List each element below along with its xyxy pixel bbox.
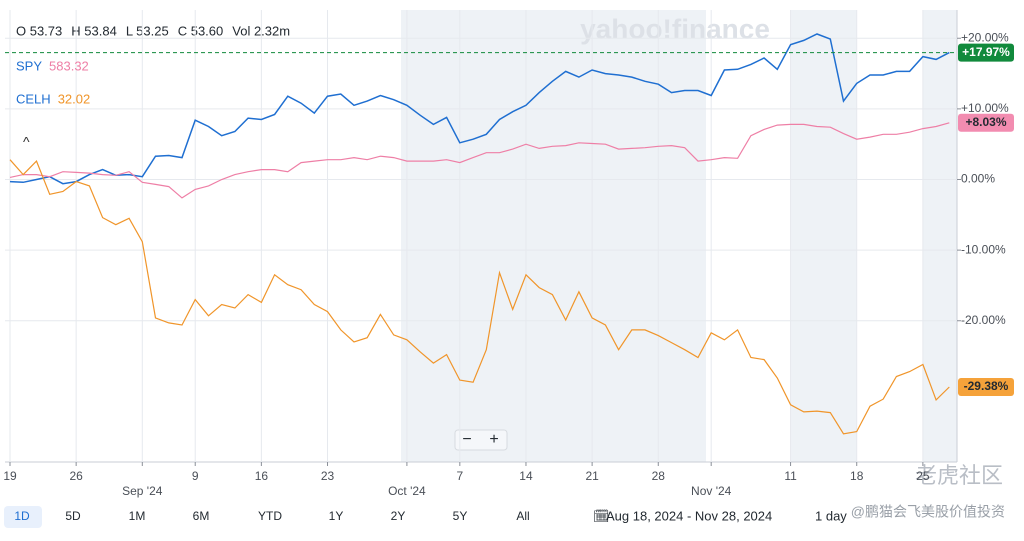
end-label: +8.03% bbox=[965, 115, 1006, 129]
shaded-band bbox=[791, 10, 857, 462]
range-button[interactable]: 2Y bbox=[391, 509, 406, 523]
x-tick-label: 18 bbox=[850, 469, 864, 483]
end-label-badge bbox=[958, 43, 1014, 62]
series-line bbox=[9, 159, 950, 435]
x-tick-label: 7 bbox=[456, 469, 463, 483]
x-tick-label: 23 bbox=[321, 469, 335, 483]
ohlc-value: C 53.60 bbox=[178, 23, 224, 38]
legend-name: SPY bbox=[16, 58, 42, 73]
y-tick-label: 0.00% bbox=[961, 172, 995, 186]
zoom-controls: − + bbox=[454, 429, 508, 451]
author-watermark: @鹏猫会飞美股价值投资 bbox=[851, 504, 1005, 520]
ohlc-value: H 53.84 bbox=[71, 23, 117, 38]
series-line bbox=[9, 122, 950, 199]
x-tick-label: 28 bbox=[652, 469, 666, 483]
x-tick-label: 21 bbox=[585, 469, 599, 483]
y-tick-label: +20.00% bbox=[961, 30, 1009, 44]
shaded-band bbox=[923, 10, 957, 462]
range-button[interactable]: All bbox=[516, 509, 529, 523]
legend-name: CELH bbox=[16, 91, 51, 106]
x-tick-label: 9 bbox=[192, 469, 199, 483]
end-label: -29.38% bbox=[964, 379, 1009, 393]
zoom-out[interactable]: − bbox=[462, 431, 471, 448]
y-tick-label: -20.00% bbox=[961, 313, 1006, 327]
calendar-icon: 🗓 bbox=[593, 508, 610, 523]
range-button[interactable]: YTD bbox=[258, 509, 282, 523]
x-tick-label: 19 bbox=[3, 469, 17, 483]
series-line bbox=[9, 33, 950, 185]
range-button[interactable]: 1Y bbox=[329, 509, 344, 523]
watermark: yahoo!finance bbox=[580, 13, 770, 44]
x-tick-label: 16 bbox=[255, 469, 269, 483]
zoom-in[interactable]: + bbox=[489, 431, 498, 448]
range-button[interactable]: 1D bbox=[14, 509, 30, 523]
x-tick-label: 11 bbox=[784, 469, 797, 483]
x-tick-label: 25 bbox=[916, 469, 930, 483]
end-label-badge bbox=[958, 377, 1014, 396]
x-tick-label: 26 bbox=[69, 469, 83, 483]
range-button[interactable]: 5D bbox=[65, 509, 81, 523]
range-button[interactable]: 6M bbox=[193, 509, 210, 523]
range-button[interactable]: 5Y bbox=[453, 509, 468, 523]
x-month-label: Sep '24 bbox=[122, 484, 163, 498]
ohlc-value: O 53.73 bbox=[16, 23, 62, 38]
x-tick-label: 14 bbox=[519, 469, 533, 483]
x-month-label: Nov '24 bbox=[691, 484, 732, 498]
date-range[interactable]: Aug 18, 2024 - Nov 28, 2024 bbox=[606, 508, 772, 523]
legend-price: 32.02 bbox=[58, 91, 91, 106]
legend-price: 583.32 bbox=[49, 58, 89, 73]
interval[interactable]: 1 day bbox=[815, 508, 847, 523]
end-label-badge bbox=[958, 113, 1014, 132]
brand-watermark: 老虎社区 bbox=[915, 463, 1003, 488]
end-label: +17.97% bbox=[962, 45, 1010, 59]
x-month-label: Oct '24 bbox=[388, 484, 426, 498]
y-tick-label: -10.00% bbox=[961, 242, 1006, 256]
range-button[interactable]: 1M bbox=[129, 509, 146, 523]
shaded-band bbox=[401, 10, 706, 462]
range-active bbox=[4, 506, 42, 528]
ohlc-value: L 53.25 bbox=[126, 23, 169, 38]
collapse-icon[interactable]: ^ bbox=[23, 134, 30, 150]
zoom-box bbox=[454, 429, 508, 451]
y-tick-label: +10.00% bbox=[961, 101, 1009, 115]
